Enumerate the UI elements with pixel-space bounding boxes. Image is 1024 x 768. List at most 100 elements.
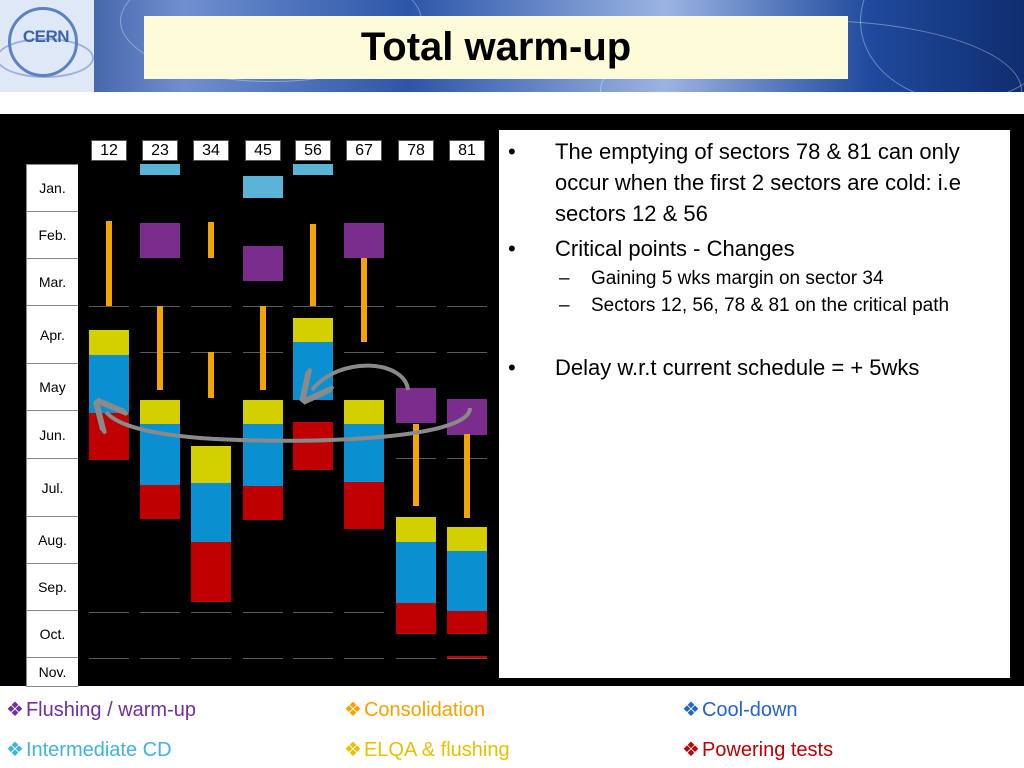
legend-label: Consolidation	[363, 699, 486, 721]
grid-line	[344, 658, 384, 659]
schedule-block	[140, 424, 180, 485]
schedule-block	[140, 223, 180, 258]
consolidation-bar	[106, 221, 112, 306]
schedule-block	[344, 400, 384, 424]
consolidation-bar	[464, 434, 470, 518]
sector-label: 12	[91, 140, 127, 161]
grid-line	[396, 352, 436, 353]
schedule-block	[89, 413, 129, 460]
grid-line	[191, 612, 231, 613]
month-label: Jul.	[27, 459, 78, 517]
month-label: Jan.	[27, 165, 78, 212]
legend-label: Flushing / warm-up	[25, 699, 196, 721]
oct-band	[89, 634, 487, 656]
legend-label: ELQA & flushing	[363, 739, 510, 761]
consolidation-bar	[260, 306, 266, 390]
legend-consolidation: ❖ Consolidation	[344, 697, 485, 722]
bullet-icon: •	[508, 139, 516, 164]
month-label: Aug.	[27, 517, 78, 564]
month-label: Sep.	[27, 564, 78, 611]
legend-label: Powering tests	[701, 739, 834, 761]
grid-line	[243, 658, 283, 659]
dash-icon: –	[559, 295, 570, 316]
grid-line	[447, 306, 487, 307]
legend-flushing: ❖ Flushing / warm-up	[6, 697, 196, 722]
schedule-block	[396, 517, 436, 542]
grid-line	[447, 352, 487, 353]
schedule-block	[447, 399, 487, 435]
consolidation-bar	[157, 306, 163, 390]
schedule-block	[396, 388, 436, 423]
schedule-block	[243, 400, 283, 424]
consolidation-bar	[310, 224, 316, 306]
consolidation-bar	[208, 352, 214, 398]
schedule-block	[344, 482, 384, 529]
bullet-text: Delay w.r.t current schedule = + 5wks	[555, 355, 920, 380]
legend-diamond-icon: ❖	[344, 739, 362, 761]
bullet-icon: •	[508, 236, 516, 261]
legend-diamond-icon: ❖	[344, 699, 362, 721]
schedule-chart: 12 23 34 45 56 67 78 81	[0, 0, 500, 690]
consolidation-bar	[208, 222, 214, 258]
schedule-block	[293, 422, 333, 470]
legend-label: Intermediate CD	[25, 739, 172, 761]
bullet-icon: •	[508, 355, 516, 380]
grid-line	[140, 658, 180, 659]
schedule-block	[89, 330, 129, 355]
schedule-block	[140, 485, 180, 519]
month-label: Nov.	[27, 658, 78, 687]
sector-label: 45	[245, 140, 281, 161]
month-label: Oct.	[27, 611, 78, 658]
legend-powering: ❖ Powering tests	[682, 737, 833, 762]
month-label: Apr.	[27, 306, 78, 364]
schedule-block	[293, 318, 333, 342]
schedule-block	[243, 246, 283, 281]
legend-diamond-icon: ❖	[682, 739, 700, 761]
consolidation-bar	[361, 258, 367, 342]
grid-line	[140, 612, 180, 613]
schedule-block	[243, 424, 283, 486]
cern-logo: CERN	[0, 0, 94, 92]
schedule-block	[447, 551, 487, 611]
title-box: Total warm-up	[144, 16, 848, 79]
schedule-block	[293, 342, 333, 400]
grid-line	[396, 658, 436, 659]
grid-line	[191, 306, 231, 307]
notes-panel: • The emptying of sectors 78 & 81 can on…	[499, 130, 1010, 678]
legend-cooldown: ❖ Cool-down	[682, 697, 798, 722]
schedule-block	[243, 486, 283, 520]
legend-diamond-icon: ❖	[6, 699, 24, 721]
month-label: May	[27, 364, 78, 411]
sector-label: 78	[398, 140, 434, 161]
schedule-block	[140, 400, 180, 424]
grid-line	[89, 658, 129, 659]
page-title: Total warm-up	[360, 25, 632, 69]
schedule-block	[447, 527, 487, 551]
bullet-text: Critical points - Changes	[555, 236, 795, 261]
grid-line	[89, 612, 129, 613]
logo-circle-icon	[8, 7, 78, 77]
schedule-block	[89, 355, 129, 413]
schedule-block	[293, 164, 333, 175]
grid-line	[89, 306, 129, 307]
month-label: Feb.	[27, 212, 78, 259]
grid-line	[243, 612, 283, 613]
grid-line	[447, 658, 487, 659]
schedule-block	[191, 483, 231, 542]
grid-line	[344, 352, 384, 353]
sector-label: 81	[449, 140, 485, 161]
sector-label: 56	[295, 140, 331, 161]
consolidation-bar	[413, 424, 419, 506]
legend-elqa: ❖ ELQA & flushing	[344, 737, 510, 762]
sector-label: 34	[193, 140, 229, 161]
dash-icon: –	[559, 268, 570, 289]
schedule-block	[344, 223, 384, 258]
sub-bullet-text: Gaining 5 wks margin on sector 34	[591, 268, 884, 289]
legend-label: Cool-down	[701, 699, 798, 721]
month-column: Jan. Feb. Mar. Apr. May Jun. Jul. Aug. Sep. Oct. N…	[26, 164, 78, 687]
schedule-block	[243, 176, 283, 198]
month-label: Mar.	[27, 259, 78, 306]
logo-text: CERN	[22, 27, 70, 46]
legend-diamond-icon: ❖	[6, 739, 24, 761]
grid-line	[191, 658, 231, 659]
